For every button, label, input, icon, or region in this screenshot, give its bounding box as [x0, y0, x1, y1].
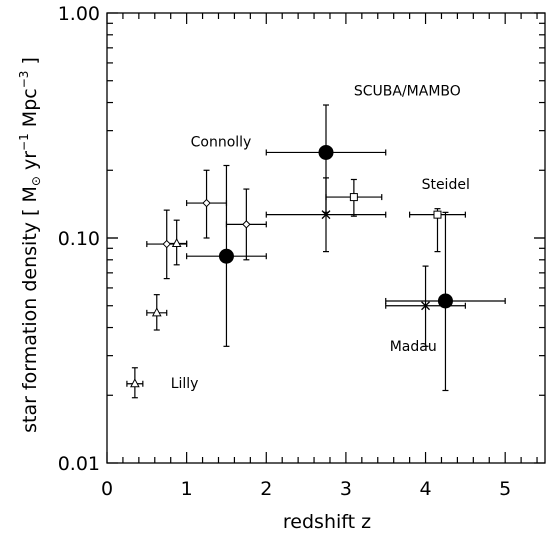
square-marker — [433, 210, 442, 219]
x-tick-label: 5 — [499, 478, 511, 500]
cross-marker — [321, 210, 331, 220]
triangle-marker — [171, 237, 182, 248]
filled-circle-marker — [218, 248, 234, 264]
diamond-marker — [162, 239, 171, 249]
triangle-marker — [130, 378, 140, 388]
x-tick-label: 1 — [181, 478, 193, 500]
data-markers — [130, 144, 453, 388]
annotation-label: Steidel — [422, 177, 470, 193]
annotation-label: Lilly — [171, 376, 199, 392]
x-tick-label: 0 — [101, 478, 113, 500]
filled-circle-marker — [437, 293, 453, 309]
error-bars — [126, 104, 506, 399]
y-axis-label: star formation density [ M⊙ yr−1 Mpc−3 ] — [17, 57, 43, 433]
annotation-label: Madau — [390, 339, 437, 355]
x-tick-label: 3 — [340, 478, 352, 500]
x-tick-label: 4 — [419, 478, 431, 500]
y-tick-label: 0.10 — [58, 228, 100, 250]
diamond-marker — [202, 198, 211, 208]
tick-labels: 0 1 2 3 4 5 0.01 0.10 1.00 — [58, 3, 512, 500]
y-tick-label: 1.00 — [58, 3, 100, 25]
triangle-marker — [151, 307, 162, 317]
annotation-label: Connolly — [191, 135, 252, 151]
y-tick-label: 0.01 — [58, 453, 100, 475]
diamond-marker — [242, 220, 251, 229]
square-marker — [349, 193, 358, 202]
x-axis-label: redshift z — [283, 511, 371, 533]
filled-circle-marker — [318, 144, 334, 160]
cross-marker — [421, 301, 431, 311]
annotation-label: SCUBA/MAMBO — [354, 83, 461, 99]
annotations: SCUBA/MAMBO Connolly Steidel Madau Lilly — [171, 83, 470, 392]
axes — [106, 12, 546, 464]
x-tick-label: 2 — [260, 478, 272, 500]
